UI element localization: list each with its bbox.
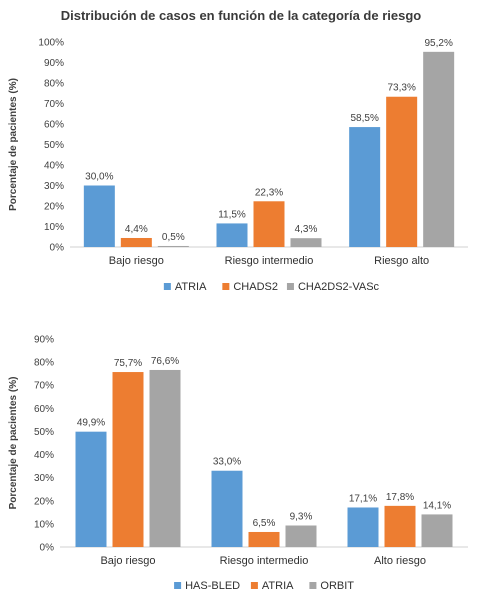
y-tick-label: 20% bbox=[44, 202, 64, 213]
x-category-label: Bajo riesgo bbox=[100, 555, 155, 567]
data-label: 11,5% bbox=[218, 209, 246, 220]
y-tick-label: 20% bbox=[34, 496, 54, 507]
y-tick-label: 10% bbox=[44, 222, 64, 233]
legend-swatch bbox=[163, 283, 171, 290]
data-label: 9,3% bbox=[290, 512, 313, 523]
y-tick-label: 100% bbox=[38, 38, 64, 49]
y-tick-label: 60% bbox=[44, 120, 64, 131]
y-tick-label: 80% bbox=[34, 358, 54, 369]
data-label: 73,3% bbox=[387, 83, 415, 94]
bar-chads2 bbox=[253, 201, 285, 247]
data-label: 17,8% bbox=[386, 492, 414, 503]
legend-swatch bbox=[250, 582, 258, 589]
legend-swatch bbox=[174, 582, 182, 589]
y-tick-label: 60% bbox=[34, 404, 54, 415]
bar-orbit bbox=[149, 369, 181, 547]
y-tick-label: 0% bbox=[40, 543, 55, 554]
y-axis-label: Porcentaje de pacientes (%) bbox=[8, 377, 19, 510]
bar-cha2ds2-vasc bbox=[157, 245, 189, 247]
legend-label: ORBIT bbox=[320, 580, 354, 592]
bar-has-bled bbox=[347, 507, 379, 547]
y-tick-label: 10% bbox=[34, 519, 54, 530]
data-label: 76,6% bbox=[151, 356, 179, 367]
y-tick-label: 40% bbox=[34, 450, 54, 461]
bar-cha2ds2-vasc bbox=[290, 238, 322, 247]
legend-label: CHADS2 bbox=[233, 281, 278, 293]
data-label: 49,9% bbox=[77, 418, 105, 429]
legend-label: ATRIA bbox=[262, 580, 294, 592]
risk-stroke-chart: 0% 10% 20% 30% 40% 50% 60% 70% 80% 90% 100% Porcent… bbox=[8, 38, 468, 293]
bar-has-bled bbox=[75, 431, 107, 547]
bar-atria bbox=[384, 505, 416, 547]
bar-atria bbox=[83, 185, 115, 247]
data-label: 4,3% bbox=[295, 224, 318, 235]
legend-label: ATRIA bbox=[175, 281, 207, 293]
y-tick-label: 30% bbox=[34, 473, 54, 484]
bar-orbit bbox=[285, 525, 317, 547]
bar-atria bbox=[216, 223, 248, 247]
data-label: 58,5% bbox=[350, 113, 378, 124]
bar-atria bbox=[112, 372, 144, 547]
legend-swatch bbox=[286, 283, 294, 290]
data-label: 17,1% bbox=[349, 493, 377, 504]
bar-has-bled bbox=[211, 470, 243, 547]
data-label: 95,2% bbox=[424, 38, 452, 49]
x-category-label: Alto riesgo bbox=[374, 555, 426, 567]
bar-chads2 bbox=[386, 96, 418, 247]
data-label: 0,5% bbox=[162, 232, 185, 243]
y-tick-label: 80% bbox=[44, 79, 64, 90]
x-category-label: Riesgo intermedio bbox=[220, 555, 309, 567]
data-label: 4,4% bbox=[125, 224, 148, 235]
y-tick-label: 90% bbox=[44, 58, 64, 69]
y-tick-label: 50% bbox=[34, 427, 54, 438]
bar-orbit bbox=[421, 514, 453, 547]
y-tick-label: 70% bbox=[34, 381, 54, 392]
risk-bleeding-chart: 0% 10% 20% 30% 40% 50% 60% 70% 80% 90% Porcentaje … bbox=[8, 335, 468, 592]
data-label: 33,0% bbox=[213, 457, 241, 468]
legend-swatch bbox=[222, 283, 230, 290]
y-tick-label: 0% bbox=[50, 243, 65, 254]
data-label: 30,0% bbox=[85, 172, 113, 183]
legend-label: HAS-BLED bbox=[185, 580, 240, 592]
x-category-label: Bajo riesgo bbox=[109, 255, 164, 267]
y-tick-label: 70% bbox=[44, 99, 64, 110]
legend-swatch bbox=[309, 582, 317, 589]
bar-atria bbox=[349, 127, 381, 247]
y-tick-label: 50% bbox=[44, 140, 64, 151]
y-axis-label: Porcentaje de pacientes (%) bbox=[8, 78, 19, 211]
data-label: 22,3% bbox=[255, 187, 283, 198]
y-tick-label: 90% bbox=[34, 335, 54, 346]
legend-label: CHA2DS2-VASc bbox=[298, 281, 380, 293]
bar-cha2ds2-vasc bbox=[423, 51, 455, 248]
x-category-label: Riesgo alto bbox=[374, 255, 429, 267]
bar-chads2 bbox=[120, 237, 152, 247]
x-category-label: Riesgo intermedio bbox=[225, 255, 314, 267]
data-label: 75,7% bbox=[114, 358, 142, 369]
data-label: 6,5% bbox=[253, 518, 276, 529]
chart-title: Distribución de casos en función de la c… bbox=[60, 8, 422, 23]
bar-atria bbox=[248, 531, 280, 547]
y-tick-label: 30% bbox=[44, 181, 64, 192]
data-label: 14,1% bbox=[423, 500, 451, 511]
y-tick-label: 40% bbox=[44, 161, 64, 172]
